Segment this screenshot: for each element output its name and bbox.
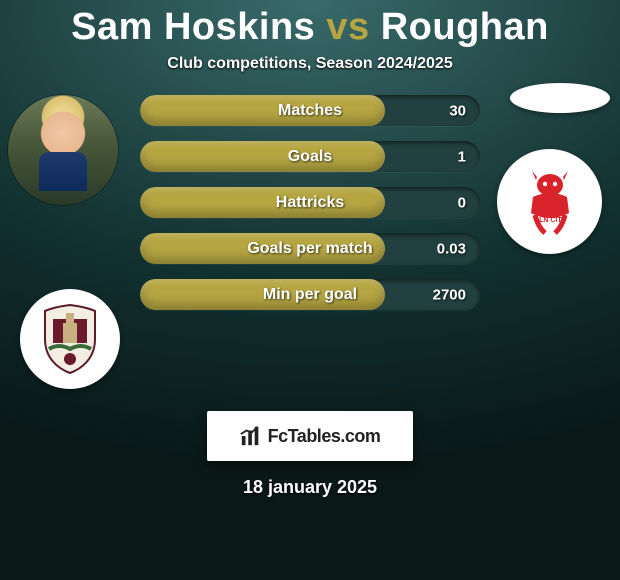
fctables-badge[interactable]: FcTables.com bbox=[207, 411, 413, 461]
footer: FcTables.com 18 january 2025 bbox=[207, 411, 413, 498]
player2-avatar bbox=[510, 83, 610, 113]
stat-bar: Min per goal 2700 bbox=[140, 279, 480, 310]
stat-value: 2700 bbox=[433, 286, 466, 303]
player1-photo bbox=[8, 95, 118, 205]
stat-bar-fill bbox=[140, 187, 385, 218]
bar-chart-icon bbox=[240, 425, 262, 447]
stat-label: Goals per match bbox=[247, 240, 372, 258]
lincoln-imp-icon: OLN CITY bbox=[515, 167, 585, 237]
player1-avatar bbox=[8, 95, 118, 205]
subtitle: Club competitions, Season 2024/2025 bbox=[167, 55, 452, 73]
content-wrapper: Sam Hoskins vs Roughan Club competitions… bbox=[0, 0, 620, 580]
stat-label: Min per goal bbox=[263, 286, 357, 304]
stat-bar: Goals 1 bbox=[140, 141, 480, 172]
stat-bars: Matches 30 Goals 1 Hattricks 0 Goals per… bbox=[140, 95, 480, 310]
player2-club-badge: OLN CITY bbox=[497, 149, 602, 254]
stat-value: 0 bbox=[458, 194, 466, 211]
stat-label: Matches bbox=[278, 102, 342, 120]
stat-bar-fill bbox=[140, 141, 385, 172]
svg-text:OLN CITY: OLN CITY bbox=[533, 217, 566, 224]
player2-name: Roughan bbox=[381, 6, 549, 48]
stat-bar-fill bbox=[140, 95, 385, 126]
stat-label: Goals bbox=[288, 148, 332, 166]
comparison-title: Sam Hoskins vs Roughan bbox=[71, 6, 549, 49]
stat-value: 0.03 bbox=[437, 240, 466, 257]
stat-bar: Matches 30 bbox=[140, 95, 480, 126]
snapshot-date: 18 january 2025 bbox=[243, 477, 377, 498]
stat-value: 1 bbox=[458, 148, 466, 165]
stat-bar: Goals per match 0.03 bbox=[140, 233, 480, 264]
player1-name: Sam Hoskins bbox=[71, 6, 315, 48]
player2-placeholder-icon bbox=[510, 83, 610, 113]
northampton-crest-icon bbox=[39, 303, 101, 375]
fctables-label: FcTables.com bbox=[268, 426, 381, 447]
stat-bar: Hattricks 0 bbox=[140, 187, 480, 218]
comparison-body: OLN CITY Matches 30 Goals 1 Hattricks 0 bbox=[0, 101, 620, 411]
stat-label: Hattricks bbox=[276, 194, 344, 212]
player1-club-badge bbox=[20, 289, 120, 389]
vs-separator: vs bbox=[326, 6, 369, 48]
stat-value: 30 bbox=[449, 102, 466, 119]
